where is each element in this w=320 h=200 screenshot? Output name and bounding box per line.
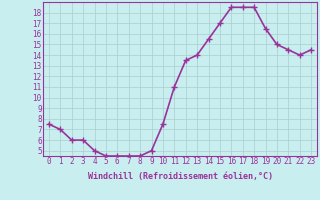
X-axis label: Windchill (Refroidissement éolien,°C): Windchill (Refroidissement éolien,°C) — [87, 172, 273, 181]
